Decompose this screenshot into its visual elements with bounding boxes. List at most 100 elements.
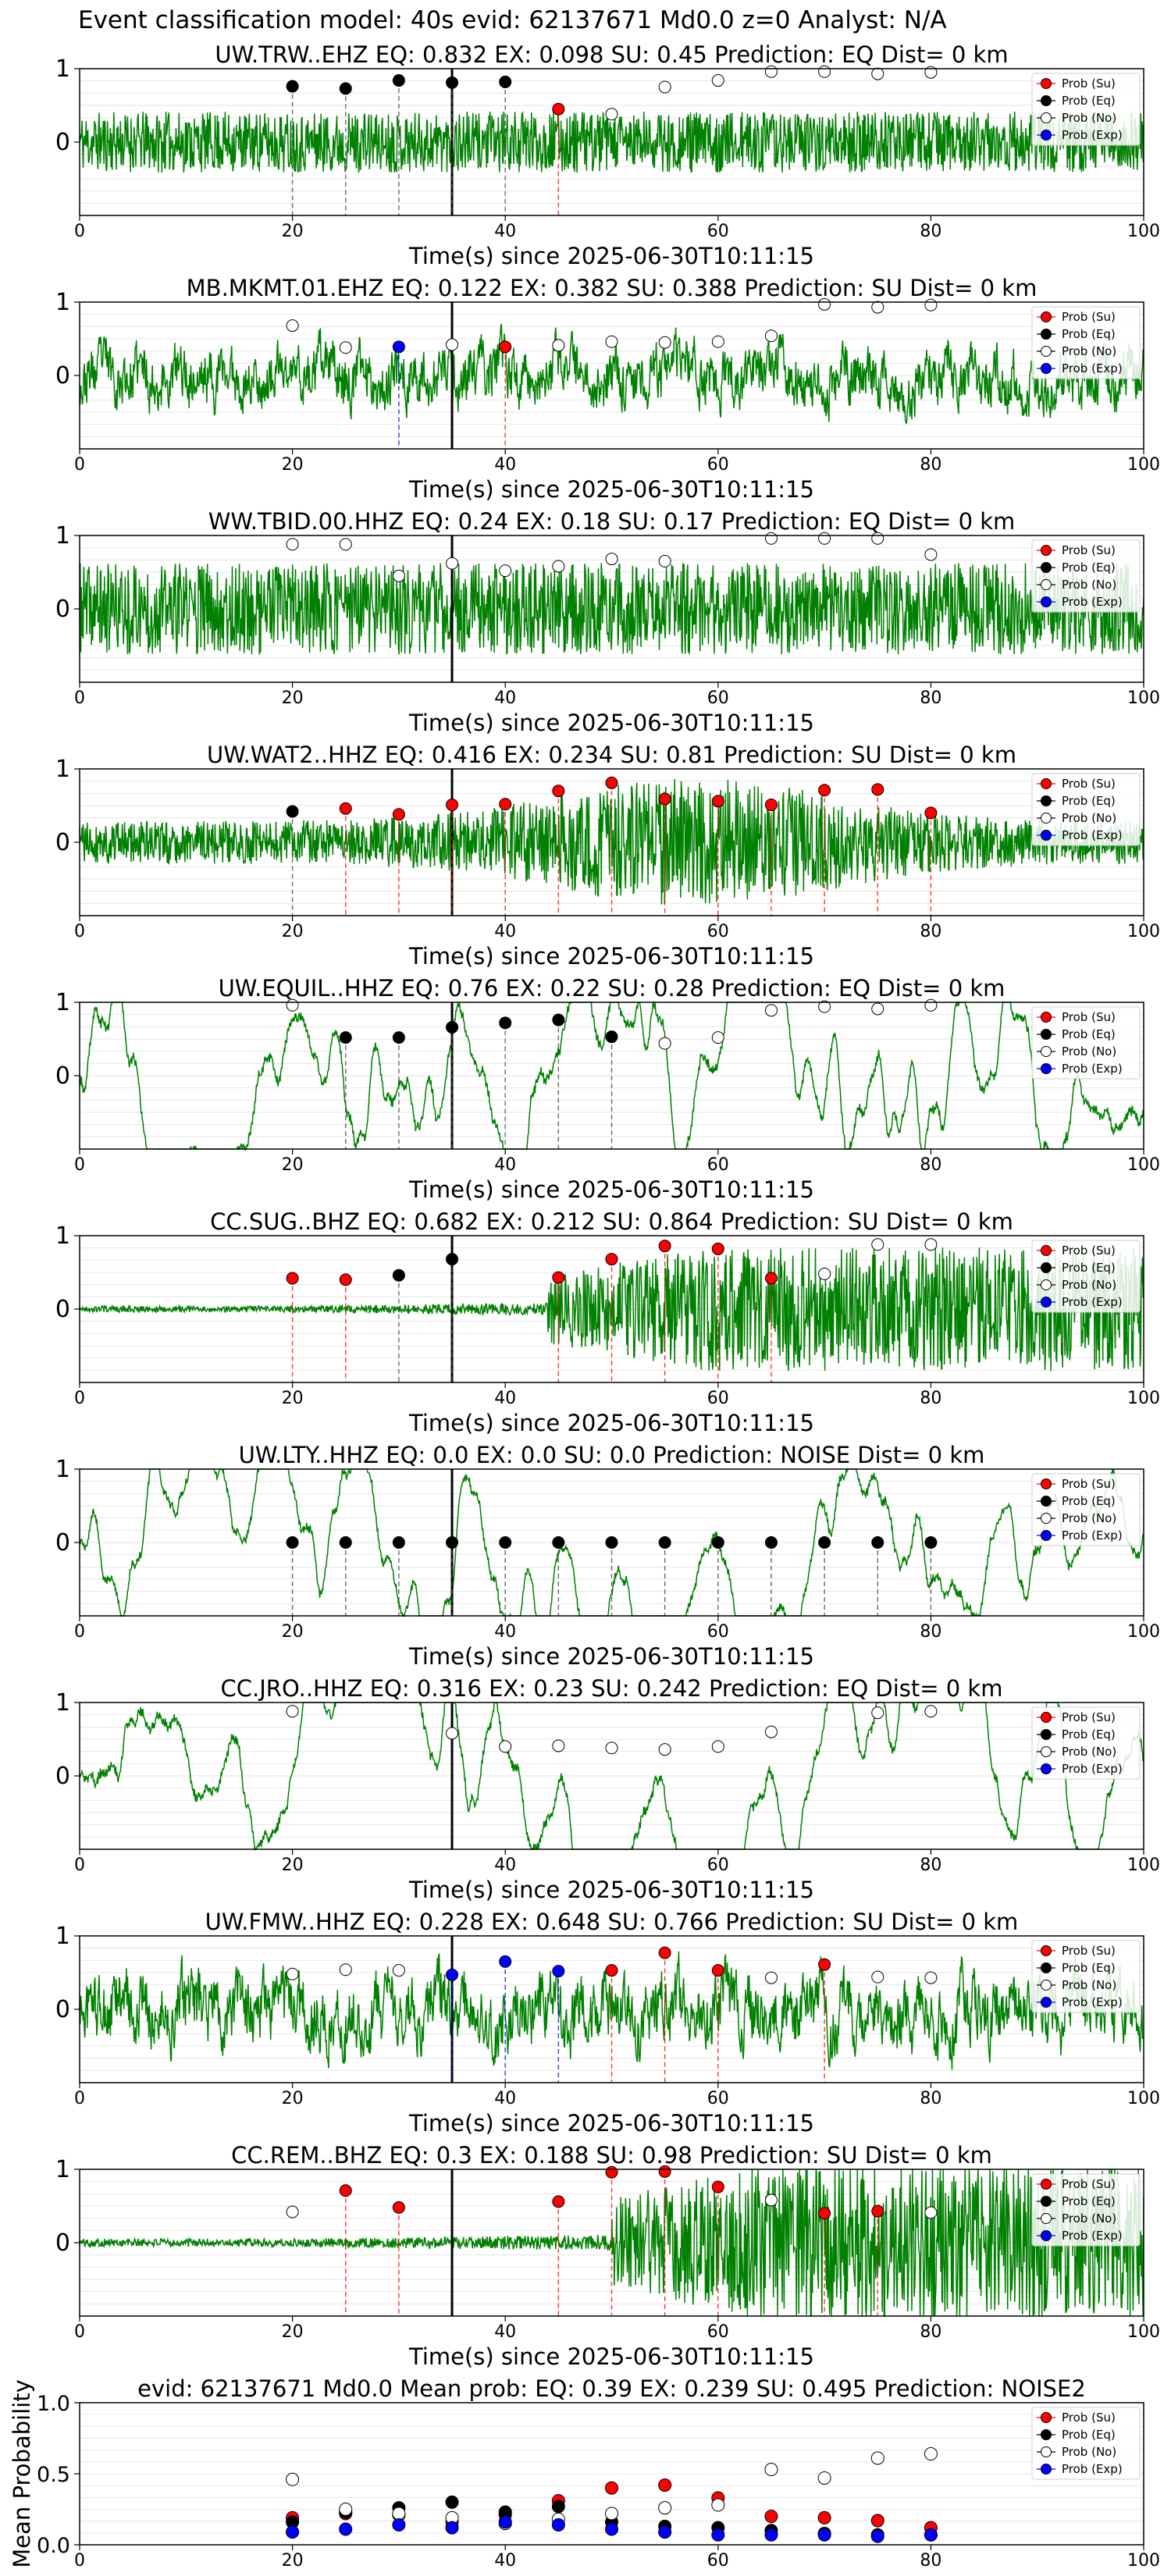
panel-title: UW.FMW..HHZ EQ: 0.228 EX: 0.648 SU: 0.76… <box>205 1909 1019 1935</box>
legend-label-exp: Prob (Exp) <box>1062 1528 1123 1542</box>
legend-frame <box>1031 306 1141 379</box>
x-tick-label: 20 <box>282 455 304 475</box>
prob-marker-no <box>711 1740 724 1753</box>
panel-title: UW.LTY..HHZ EQ: 0.0 EX: 0.0 SU: 0.0 Pred… <box>239 1442 985 1468</box>
mean-prob-marker-su <box>658 2478 672 2492</box>
prob-marker-no <box>552 560 565 573</box>
prob-marker-eq <box>446 1253 459 1266</box>
legend-swatch-exp <box>1041 1063 1052 1074</box>
legend-label-no: Prob (No) <box>1062 1511 1116 1525</box>
legend-label-exp: Prob (Exp) <box>1062 128 1123 142</box>
x-tick-label: 100 <box>1127 688 1160 708</box>
prob-marker-no <box>658 1743 671 1756</box>
legend-swatch-eq <box>1041 1496 1052 1507</box>
legend-label-eq: Prob (Eq) <box>1062 2194 1116 2208</box>
y-tick-label: 1 <box>55 55 70 83</box>
legend-swatch-no <box>1041 1746 1052 1757</box>
legend: Prob (Su) Prob (Eq) Prob (No) Prob (Exp) <box>1031 73 1141 146</box>
legend-swatch-exp <box>1041 596 1052 607</box>
x-tick-label: 20 <box>282 2089 304 2108</box>
mean-prob-marker-no <box>870 2451 884 2465</box>
legend-label-su: Prob (Su) <box>1062 2177 1116 2191</box>
legend-label-no: Prob (No) <box>1062 1745 1116 1759</box>
mean-prob-marker-eq <box>445 2495 459 2509</box>
y-tick-label: 1 <box>55 756 70 783</box>
x-tick-label: 100 <box>1127 1856 1160 1875</box>
panel-title: UW.TRW..EHZ EQ: 0.832 EX: 0.098 SU: 0.45… <box>215 41 1008 68</box>
waveform-trace <box>79 2169 1144 2317</box>
mean-prob-marker-exp <box>605 2522 618 2536</box>
gridlines <box>80 1714 1144 1838</box>
legend-swatch-no <box>1041 2446 1052 2457</box>
prob-marker-exp <box>392 340 405 354</box>
x-tick-label: 0 <box>74 2089 85 2108</box>
legend-label-eq: Prob (Eq) <box>1062 2428 1116 2442</box>
prob-marker-no <box>339 538 352 551</box>
prob-marker-no <box>764 65 778 78</box>
prob-marker-su <box>339 2184 352 2197</box>
legend-label-no: Prob (No) <box>1062 344 1116 358</box>
legend-frame <box>1031 1006 1141 1080</box>
x-tick-label: 100 <box>1127 2322 1160 2342</box>
prob-marker-no <box>764 532 778 545</box>
prob-marker-no <box>711 335 724 348</box>
mean-prob-marker-exp <box>658 2525 672 2539</box>
prob-marker-no <box>658 1037 671 1050</box>
legend: Prob (Su) Prob (Eq) Prob (No) Prob (Exp) <box>1031 773 1141 846</box>
legend-label-su: Prob (Su) <box>1062 1010 1116 1024</box>
legend-label-no: Prob (No) <box>1062 811 1116 825</box>
y-tick-label: 0 <box>55 1529 70 1557</box>
panel-title: CC.JRO..HHZ EQ: 0.316 EX: 0.23 SU: 0.242… <box>221 1675 1003 1702</box>
mean-prob-marker-no <box>392 2507 406 2521</box>
prob-marker-su <box>392 2201 405 2214</box>
legend-swatch-no <box>1041 112 1052 123</box>
summary-panel: evid: 62137671 Md0.0 Mean prob: EQ: 0.39… <box>9 2375 1160 2571</box>
x-tick-label: 80 <box>920 1856 941 1875</box>
x-tick-label: 20 <box>282 1856 304 1875</box>
y-tick-label: 1 <box>55 989 70 1016</box>
prob-marker-no <box>924 66 938 79</box>
prob-marker-su <box>764 799 778 812</box>
prob-marker-no <box>764 1004 778 1017</box>
prob-marker-no <box>924 298 938 311</box>
legend-swatch-no <box>1041 813 1052 824</box>
x-tick-label: 100 <box>1127 455 1160 475</box>
prob-marker-eq <box>339 1536 352 1549</box>
prob-marker-su <box>711 1964 724 1977</box>
prob-marker-eq <box>339 82 352 95</box>
prob-marker-su <box>392 808 405 821</box>
legend: Prob (Su) Prob (Eq) Prob (No) Prob (Exp) <box>1031 2173 1141 2247</box>
prob-marker-no <box>446 1727 459 1740</box>
prob-marker-eq <box>392 74 405 87</box>
legend-frame <box>1031 1940 1141 2013</box>
x-tick-label: 0 <box>74 2551 85 2571</box>
legend-swatch-exp <box>1041 1297 1052 1308</box>
prob-marker-exp <box>446 1968 459 1981</box>
prob-marker-no <box>658 80 671 94</box>
legend-frame <box>1031 2407 1141 2480</box>
mean-prob-marker-no <box>924 2447 938 2461</box>
legend-swatch-eq <box>1041 2196 1052 2207</box>
y-tick-label: 1 <box>55 1689 70 1717</box>
prob-marker-no <box>499 1740 512 1753</box>
prob-marker-no <box>499 564 512 578</box>
y-tick-label: 0 <box>55 1062 70 1090</box>
x-tick-label: 40 <box>494 222 516 241</box>
legend-label-exp: Prob (Exp) <box>1062 1995 1123 2009</box>
prob-marker-su <box>446 799 459 812</box>
station-panel-1: UW.TRW..EHZ EQ: 0.832 EX: 0.098 SU: 0.45… <box>55 41 1160 269</box>
station-panel-4: UW.WAT2..HHZ EQ: 0.416 EX: 0.234 SU: 0.8… <box>55 742 1160 970</box>
prob-marker-su <box>605 776 618 789</box>
legend-label-no: Prob (No) <box>1062 2445 1116 2459</box>
prob-marker-no <box>605 108 618 121</box>
legend-swatch-eq <box>1041 562 1052 573</box>
legend-swatch-eq <box>1041 1729 1052 1740</box>
prob-marker-no <box>924 548 938 561</box>
prob-marker-eq <box>446 76 459 89</box>
waveform-trace <box>79 563 1144 655</box>
mean-prob-marker-no <box>711 2498 725 2512</box>
legend-swatch-eq <box>1041 795 1052 806</box>
legend-frame <box>1031 73 1141 146</box>
legend-label-su: Prob (Su) <box>1062 76 1116 91</box>
